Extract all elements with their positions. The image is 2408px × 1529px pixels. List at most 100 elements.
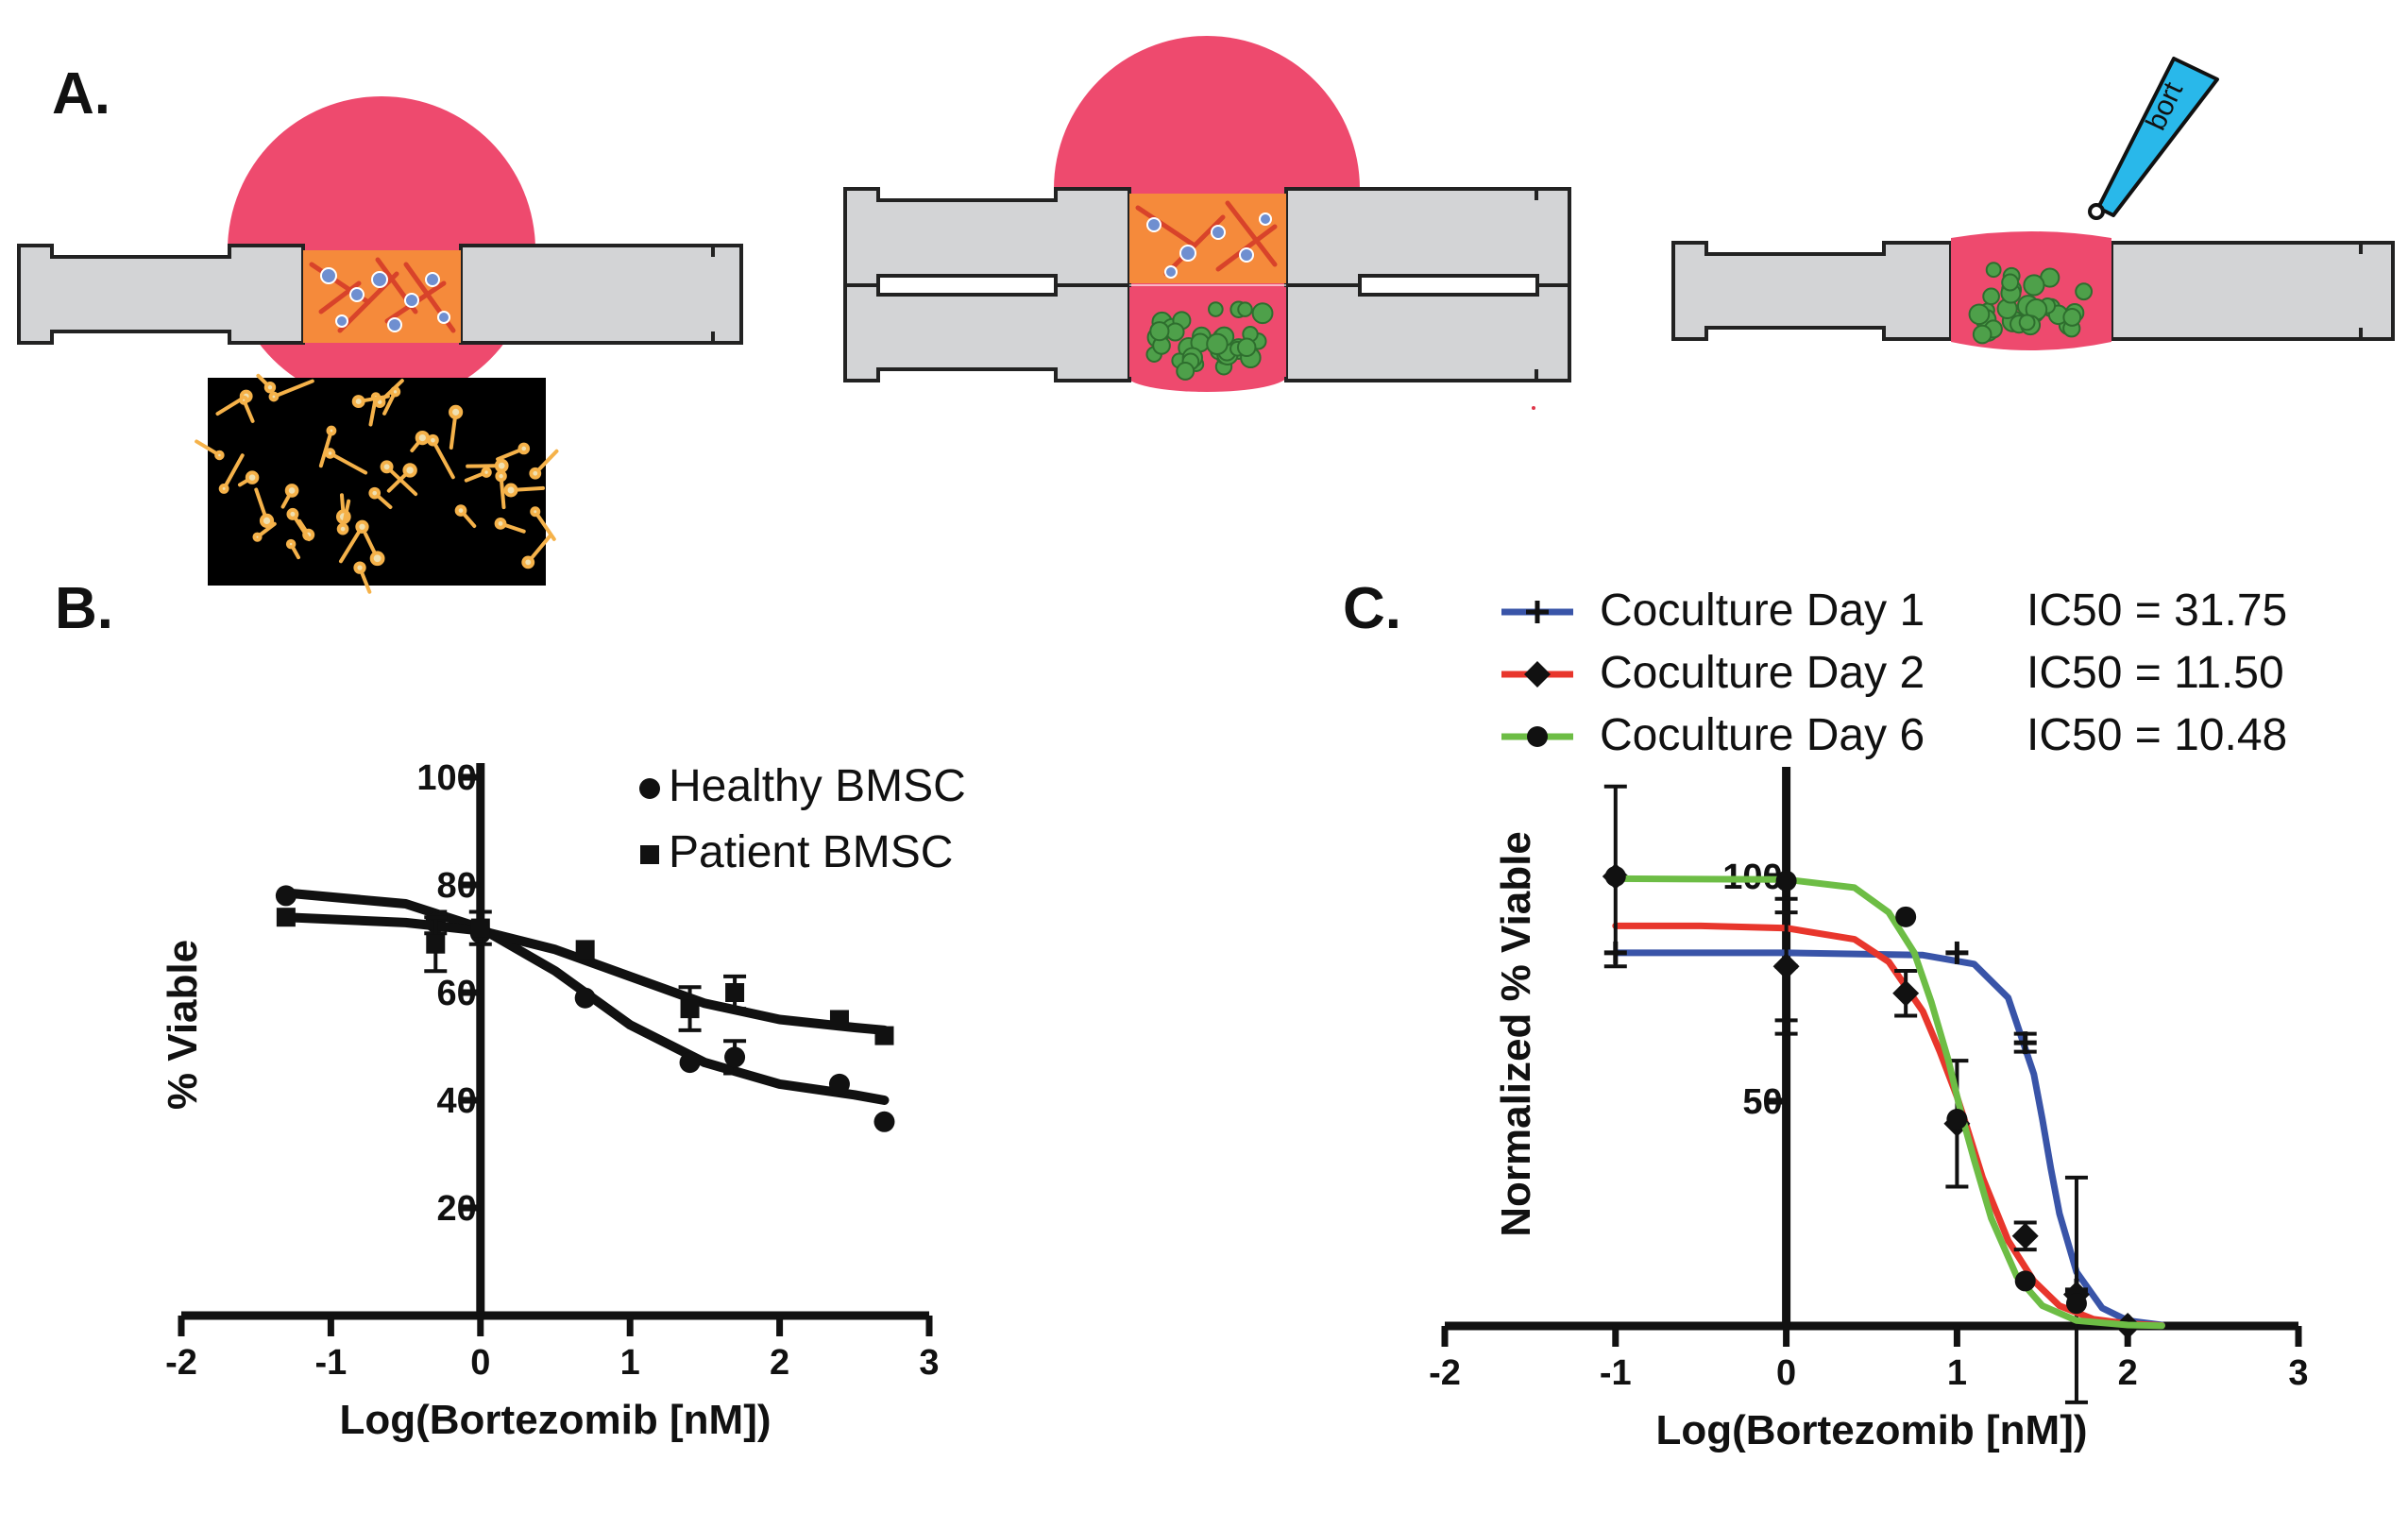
- myeloma-cell: [1985, 262, 2002, 279]
- data-point: [1892, 979, 1920, 1007]
- myeloma-cells-2: [1145, 300, 1274, 381]
- data-point: [828, 1073, 850, 1095]
- x-tick-label: -2: [165, 1343, 197, 1383]
- data-point: [874, 1026, 894, 1045]
- device-3-diagram: bort: [1671, 57, 2395, 350]
- cell-process: [533, 509, 556, 541]
- myeloma-cell: [1208, 301, 1224, 317]
- legend-marker: [1524, 661, 1551, 688]
- x-tick-label: 1: [1947, 1353, 1967, 1393]
- myeloma-cell: [2062, 308, 2082, 327]
- y-tick-label: 50: [1742, 1082, 1782, 1122]
- data-point: [1775, 870, 1797, 892]
- myeloma-cell: [2018, 314, 2036, 331]
- data-point: [829, 1010, 849, 1029]
- panel-label-a: A.: [52, 61, 110, 127]
- myeloma-cell: [1982, 287, 2000, 306]
- myeloma-cell: [2023, 274, 2045, 297]
- series-1: [276, 908, 894, 1045]
- y-axis-title: % Viable: [160, 940, 206, 1110]
- legend-marker: [639, 778, 660, 799]
- x-tick-label: 0: [1776, 1353, 1796, 1393]
- micrograph-image: [195, 373, 559, 594]
- cell-process: [271, 379, 314, 399]
- cell-process: [431, 438, 455, 480]
- cell-body: [286, 507, 299, 520]
- data-point: [1772, 953, 1800, 980]
- fit-curve: [1612, 949, 2165, 1329]
- cell-body: [368, 486, 382, 500]
- device-2-channel-right: [1358, 274, 1539, 297]
- myeloma-cell: [1206, 332, 1229, 356]
- cell-body: [353, 561, 366, 574]
- cell-process: [338, 524, 365, 564]
- cell-body: [326, 425, 337, 436]
- y-tick-label: 80: [437, 866, 477, 906]
- cell-body: [324, 448, 336, 459]
- myeloma-cell: [1176, 362, 1196, 381]
- data-point: [680, 999, 700, 1019]
- data-point: [2013, 1031, 2037, 1055]
- data-point: [1895, 906, 1917, 927]
- data-point: [725, 983, 745, 1002]
- legend-label: Coculture Day 6: [1600, 710, 1925, 760]
- device-housing-right: [459, 244, 743, 345]
- cell-process: [318, 429, 333, 468]
- myeloma-cell: [1236, 337, 1257, 358]
- y-tick-label: 40: [437, 1081, 477, 1121]
- chart-b: -2 -1 0 1 2 3 20 40 60 80 100 Log(Bortezomib [nM])%…: [160, 758, 966, 1443]
- device-2-channel-left: [876, 274, 1058, 297]
- legend-label: Patient BMSC: [669, 827, 953, 877]
- data-point: [275, 885, 297, 907]
- cell-body: [355, 519, 369, 534]
- x-tick-label: 0: [470, 1343, 490, 1383]
- cell-body: [285, 538, 297, 550]
- device-3-housing-right: [2110, 241, 2395, 341]
- cell-body: [402, 463, 417, 478]
- y-axis-title: Normalized % Viable: [1493, 831, 1539, 1237]
- myeloma-cell: [2001, 273, 2020, 292]
- cell-body: [494, 517, 507, 530]
- data-point: [1946, 1109, 1968, 1130]
- cell-body: [380, 460, 394, 474]
- cell-body: [263, 381, 277, 394]
- tumor-cells-2: [1146, 212, 1272, 279]
- data-point: [426, 934, 446, 954]
- ic50-annotation: IC50 = 11.50: [2026, 648, 2284, 698]
- data-point: [574, 987, 596, 1009]
- cell-body: [530, 506, 541, 518]
- data-point: [2014, 1270, 2036, 1292]
- ic50-annotation: IC50 = 10.48: [2026, 710, 2287, 760]
- cell-body: [415, 430, 430, 446]
- myeloma-cell: [2075, 282, 2094, 301]
- x-tick-label: 2: [770, 1343, 789, 1383]
- x-tick-label: 3: [2288, 1353, 2308, 1393]
- cell-body: [517, 442, 531, 455]
- cell-body: [521, 555, 535, 569]
- y-tick-label: 60: [437, 974, 477, 1013]
- data-point: [276, 908, 296, 927]
- cell-body: [214, 450, 225, 461]
- cell-body: [481, 467, 492, 478]
- series-2: [1603, 784, 2165, 1330]
- data-point: [679, 1052, 701, 1074]
- data-point: [1604, 866, 1626, 887]
- legend-label: Coculture Day 1: [1600, 586, 1925, 636]
- cell-process: [328, 451, 368, 475]
- myeloma-cell: [1237, 301, 1253, 317]
- cell-body: [284, 484, 299, 498]
- legend-marker: [1527, 726, 1548, 747]
- legend-marker: [640, 845, 659, 864]
- cell-body: [252, 532, 263, 542]
- cell-process: [222, 453, 245, 491]
- data-point: [575, 940, 595, 960]
- cell-body: [495, 469, 507, 483]
- cell-body: [218, 483, 229, 494]
- device-3-housing-left: [1671, 241, 1953, 341]
- cell-body: [369, 551, 385, 567]
- data-point: [2065, 1293, 2087, 1315]
- cell-body: [336, 522, 349, 535]
- myeloma-cells-3: [1968, 262, 2094, 345]
